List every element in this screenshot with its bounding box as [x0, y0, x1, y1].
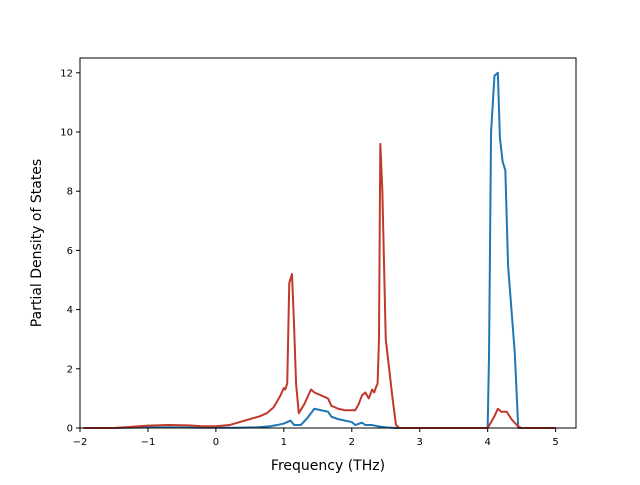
- x-tick-label: 5: [552, 437, 558, 448]
- x-axis: −2 −1 0 1 2 3 4 5: [73, 428, 559, 448]
- y-axis: 0 2 4 6 8 10 12: [60, 68, 80, 435]
- y-tick-label: 12: [60, 68, 73, 79]
- x-tick-label: 2: [349, 437, 355, 448]
- x-tick-label: −2: [73, 437, 88, 448]
- x-tick-label: 1: [281, 437, 287, 448]
- y-tick-label: 4: [67, 305, 73, 316]
- x-tick-label: 3: [417, 437, 423, 448]
- y-tick-label: 6: [67, 246, 73, 257]
- y-tick-label: 0: [67, 424, 73, 435]
- y-tick-label: 2: [67, 364, 73, 375]
- x-axis-label: Frequency (THz): [271, 458, 385, 474]
- y-tick-label: 10: [60, 128, 73, 139]
- x-tick-label: 0: [213, 437, 219, 448]
- plot-frame: [79, 57, 577, 429]
- y-tick-label: 8: [67, 187, 73, 198]
- x-tick-label: −1: [141, 437, 156, 448]
- x-tick-label: 4: [484, 437, 490, 448]
- y-axis-label: Partial Density of States: [29, 159, 45, 327]
